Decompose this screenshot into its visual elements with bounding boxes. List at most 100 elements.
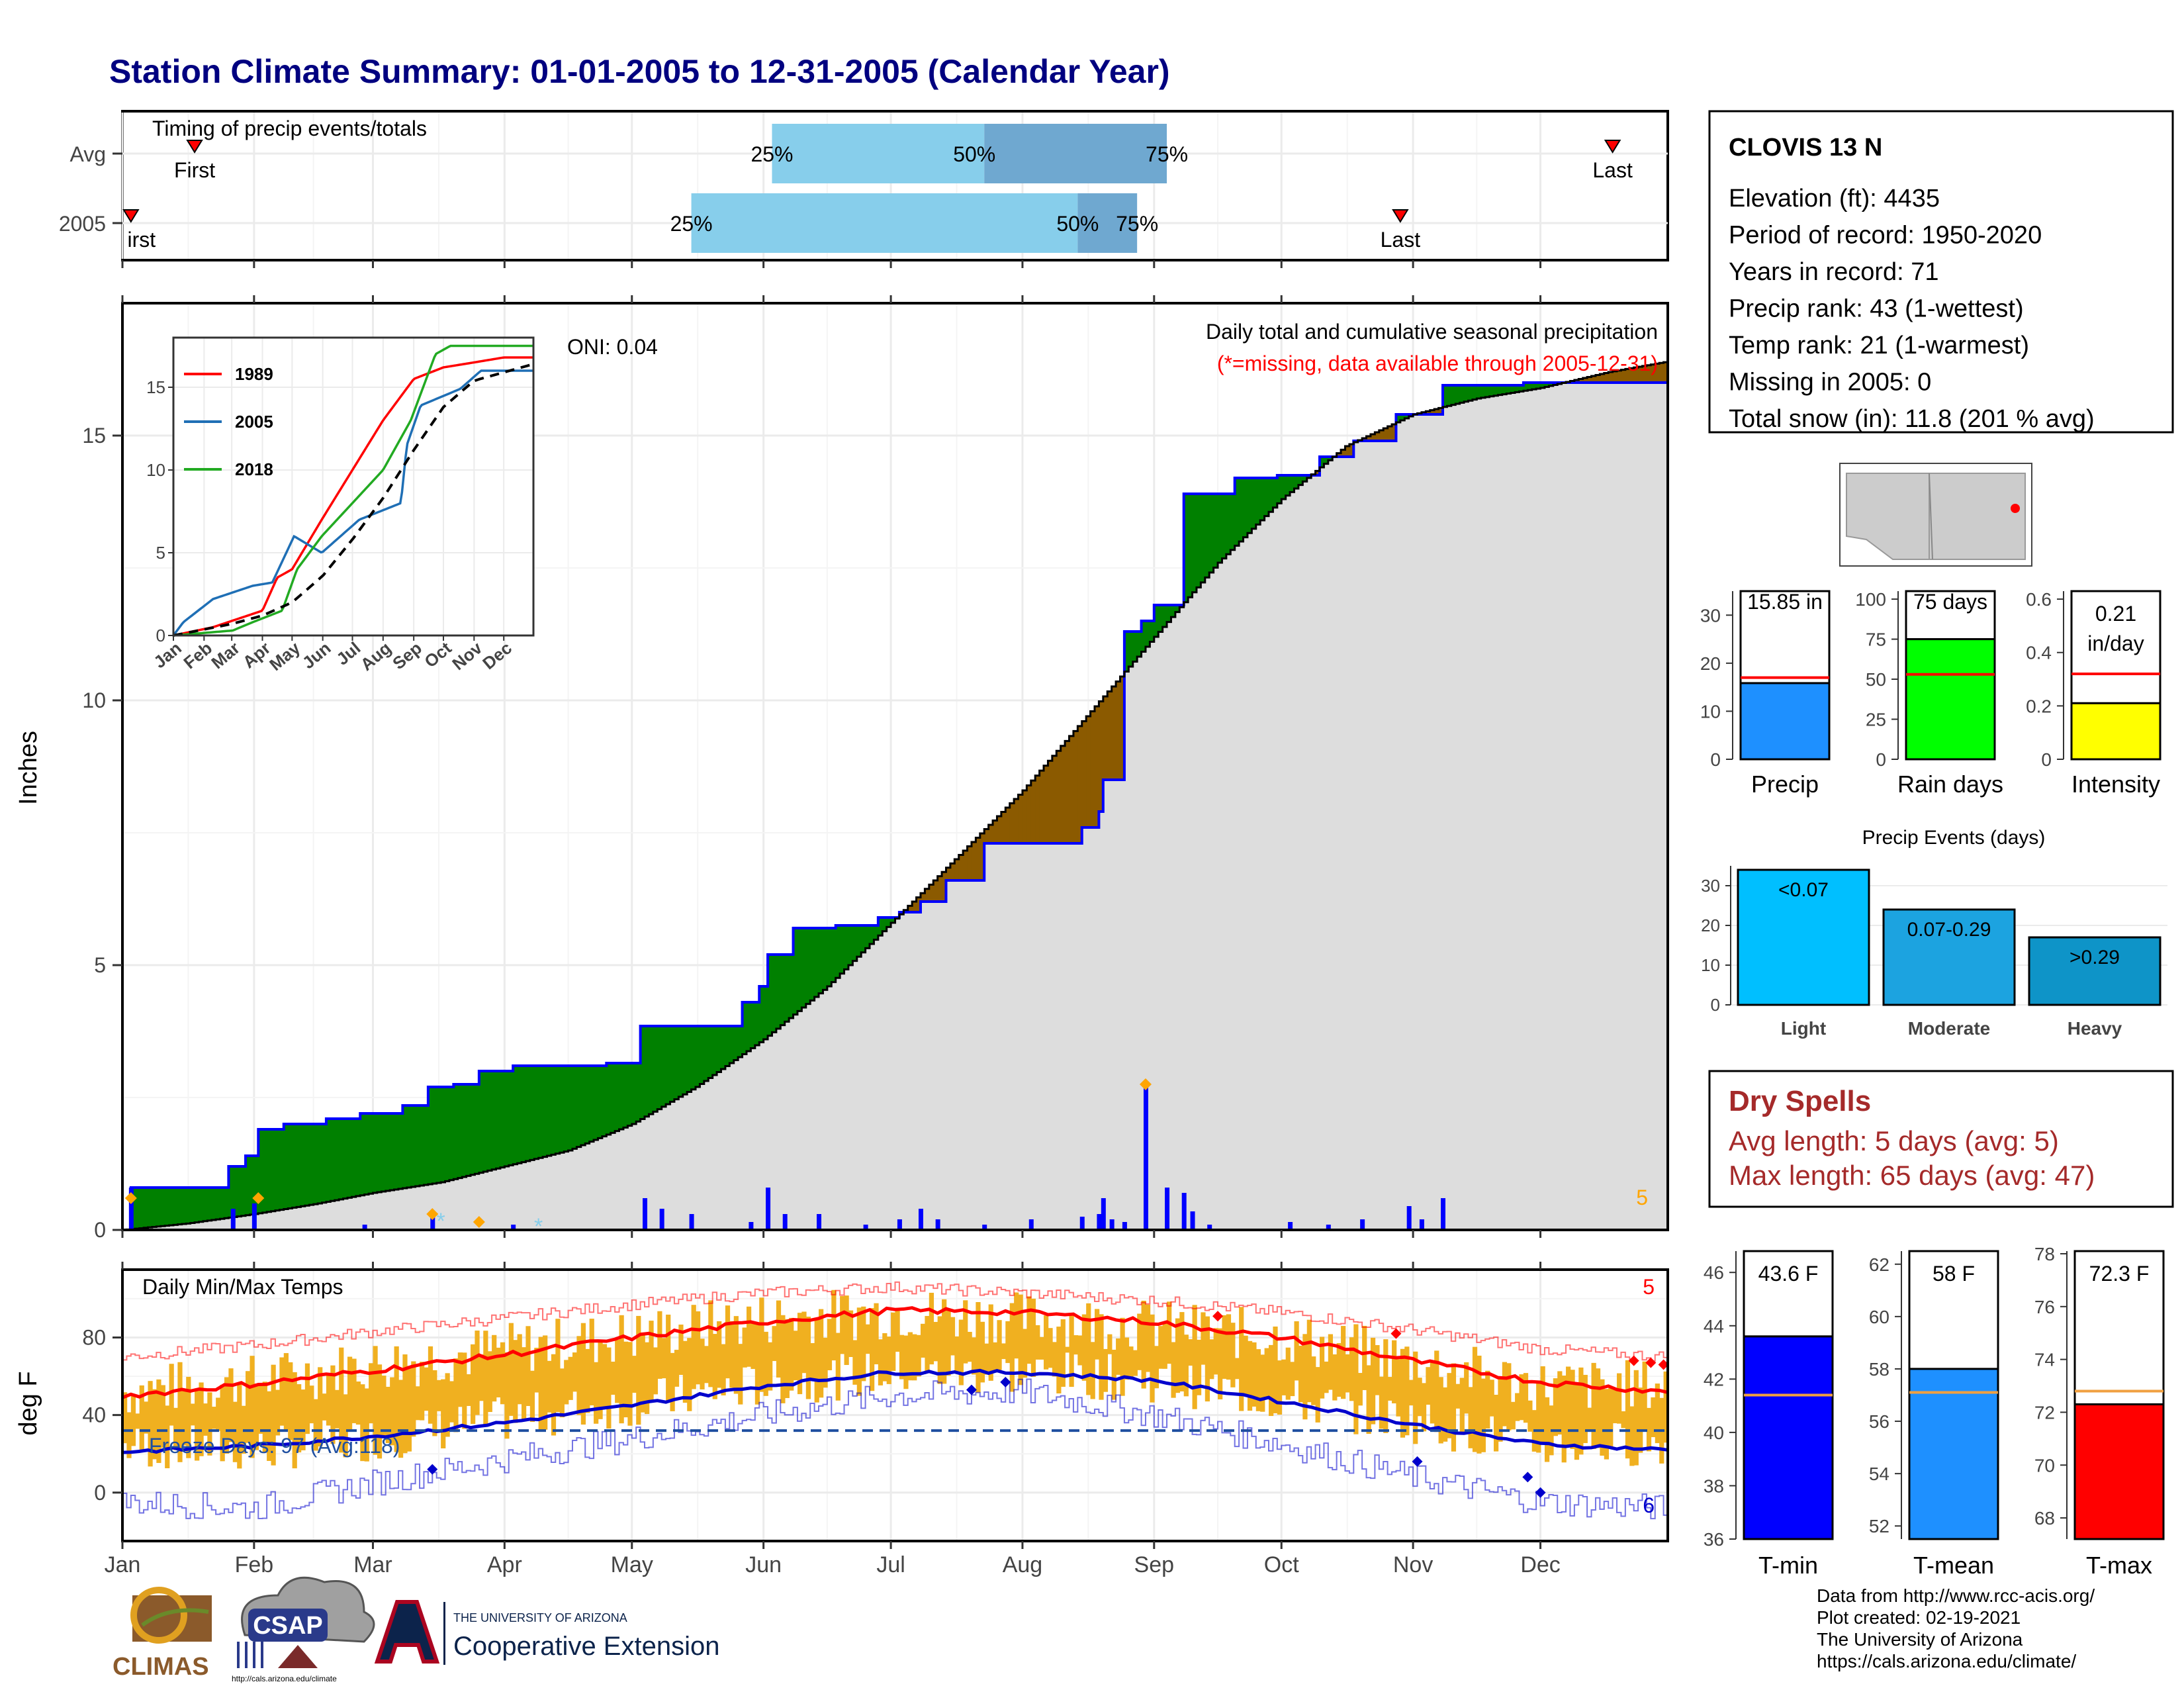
above-average-fill [1150, 621, 1155, 642]
daily-temp-bar [1094, 1309, 1100, 1360]
above-average-fill [636, 1063, 641, 1122]
above-average-fill [1472, 385, 1477, 400]
month-label: Sep [1134, 1552, 1175, 1577]
daily-temp-bar [742, 1327, 747, 1368]
daily-temp-bar [1349, 1337, 1355, 1401]
below-average-fill [1370, 434, 1375, 441]
daily-temp-bar [933, 1321, 938, 1362]
month-axis-labels: Jan Feb Mar Apr May Jun Jul Aug Sep Oct Nov Dec [105, 1552, 1561, 1577]
month-label: Jun [745, 1552, 782, 1577]
daily-temp-bar [1396, 1359, 1401, 1417]
above-average-fill [1255, 478, 1261, 525]
below-average-fill [1111, 686, 1116, 780]
daily-temp-bar [653, 1347, 659, 1395]
inset-chart: 051015198920052018JanFebMarAprMayJunJulA… [146, 336, 535, 675]
above-average-fill [712, 1026, 717, 1075]
month-label: Mar [353, 1552, 392, 1577]
daily-temp-bar [1107, 1334, 1113, 1354]
above-average-fill [746, 1002, 751, 1051]
daily-precip-bar [935, 1219, 940, 1230]
daily-temp-bar [1591, 1362, 1596, 1449]
daily-temp-bar [1574, 1382, 1580, 1460]
quartile-label-75: 75% [1116, 212, 1158, 236]
below-average-fill [1009, 803, 1015, 843]
temp-bar-t-mean: 52 54 56 58 60 62 58 F T-mean [1869, 1250, 1999, 1579]
daily-temp-bar [979, 1321, 985, 1383]
temp-bar-ytick-label: 74 [2034, 1350, 2055, 1370]
daily-temp-bar [1468, 1387, 1473, 1448]
daily-temp-bar [1014, 1292, 1019, 1359]
csap-logo: CSAP http://cals.arizona.edu/climate [232, 1576, 375, 1683]
below-average-fill [1659, 363, 1664, 383]
daily-temp-bar [1222, 1315, 1227, 1379]
daily-temp-bar [1578, 1367, 1584, 1455]
above-average-fill [568, 1066, 573, 1150]
daily-temp-bar [942, 1299, 947, 1384]
daily-temp-bar [220, 1384, 225, 1462]
above-average-fill [1239, 478, 1244, 541]
below-average-fill [1039, 771, 1044, 843]
inset-ytick-label: 15 [146, 377, 165, 397]
above-average-fill [508, 1071, 514, 1166]
below-average-fill [984, 829, 989, 843]
above-average-fill [318, 1124, 323, 1203]
above-average-fill [428, 1087, 433, 1184]
annual-value-bar [2070, 702, 2161, 761]
above-average-fill [754, 1002, 760, 1045]
daily-temp-bar [449, 1381, 455, 1423]
daily-temp-bar [406, 1366, 412, 1452]
above-average-fill [1209, 494, 1214, 573]
above-average-fill [1443, 385, 1448, 407]
daily-temp-bar [772, 1326, 777, 1362]
daily-temp-bar [1417, 1378, 1422, 1417]
daily-temp-bar [878, 1339, 884, 1385]
below-average-fill [1044, 765, 1049, 843]
above-average-fill [279, 1129, 285, 1210]
quartile-bar-50-75 [1077, 193, 1138, 253]
cumulative-precip-area [122, 383, 1668, 1230]
above-average-fill [330, 1119, 336, 1201]
daily-temp-bar [627, 1342, 633, 1426]
daily-temp-bar [920, 1323, 926, 1358]
daily-temp-bar [1090, 1342, 1095, 1399]
above-average-fill [211, 1188, 216, 1220]
daily-temp-bar [1498, 1377, 1503, 1442]
record-min-line [122, 1378, 1668, 1520]
daily-temp-bar [122, 1392, 128, 1444]
above-average-fill [271, 1129, 276, 1211]
daily-temp-bar [1392, 1340, 1397, 1404]
daily-temp-bar [487, 1351, 492, 1413]
daily-temp-bar [483, 1331, 488, 1427]
daily-precip-bar [1406, 1206, 1412, 1230]
daily-temp-bar [598, 1340, 603, 1419]
daily-precip-bar [1190, 1211, 1195, 1230]
above-average-fill [891, 917, 896, 923]
last-event-label: Last [1592, 158, 1633, 182]
daily-temp-bar [1005, 1321, 1011, 1364]
above-average-fill [492, 1071, 497, 1170]
annual-bar-rain-days: 0 25 50 75 100 75 days Rain days [1855, 589, 2003, 798]
above-average-fill [369, 1113, 374, 1194]
above-average-fill [529, 1066, 535, 1160]
above-average-fill [1493, 385, 1499, 396]
below-average-fill [1349, 444, 1354, 457]
precip-subtitle: Daily total and cumulative seasonal prec… [1206, 320, 1658, 344]
temps-corner-bottom: 6 [1643, 1493, 1655, 1517]
above-average-fill [725, 1026, 730, 1066]
temp-category-label: T-mean [1913, 1552, 1994, 1579]
daily-precip-bar [430, 1214, 435, 1230]
daily-temp-bar [195, 1388, 200, 1461]
month-label: Aug [1003, 1552, 1043, 1577]
daily-temp-bar [313, 1399, 318, 1451]
record-max-marker [1658, 1359, 1669, 1370]
above-average-fill [805, 928, 811, 1004]
daily-temp-bar [492, 1335, 497, 1402]
daily-temp-bar [471, 1344, 476, 1425]
daily-temp-bar [250, 1356, 255, 1458]
above-average-fill [402, 1105, 408, 1188]
above-average-fill [631, 1063, 637, 1124]
above-average-fill [687, 1026, 692, 1092]
daily-temp-bar [411, 1361, 416, 1437]
daily-temp-bar [882, 1333, 887, 1382]
daily-temp-bar [555, 1319, 561, 1413]
